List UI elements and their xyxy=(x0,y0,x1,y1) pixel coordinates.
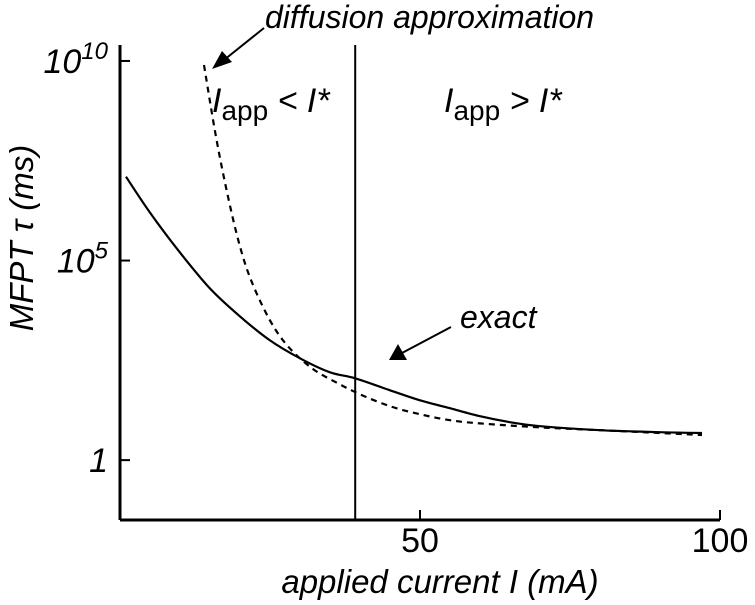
series-line-diffusion-approximation xyxy=(202,64,703,437)
y-axis-title: MFPT τ (ms) xyxy=(3,145,40,331)
right-region-label: Iapp > I* xyxy=(444,82,563,126)
arrow-exact xyxy=(389,326,452,360)
y-tick-label-0: 1 xyxy=(89,442,108,480)
y-tick-label-2: 1010 xyxy=(43,38,108,81)
annotation-exact: exact xyxy=(460,299,538,335)
ticks xyxy=(120,59,721,520)
x-axis-title: applied current I (mA) xyxy=(281,563,598,600)
series-line-exact xyxy=(125,176,703,435)
y-tick-label-1: 105 xyxy=(57,238,109,281)
left-region-label: Iapp < I* xyxy=(212,82,331,126)
axes xyxy=(118,45,720,522)
annotation-diffusion: diffusion approximation xyxy=(265,0,594,35)
x-tick-label-50: 50 xyxy=(401,522,439,560)
tick-labels: 50 100 1 105 1010 xyxy=(43,38,748,560)
x-tick-label-100: 100 xyxy=(692,522,749,560)
arrow-diffusion xyxy=(212,27,265,69)
series-group xyxy=(125,64,703,437)
